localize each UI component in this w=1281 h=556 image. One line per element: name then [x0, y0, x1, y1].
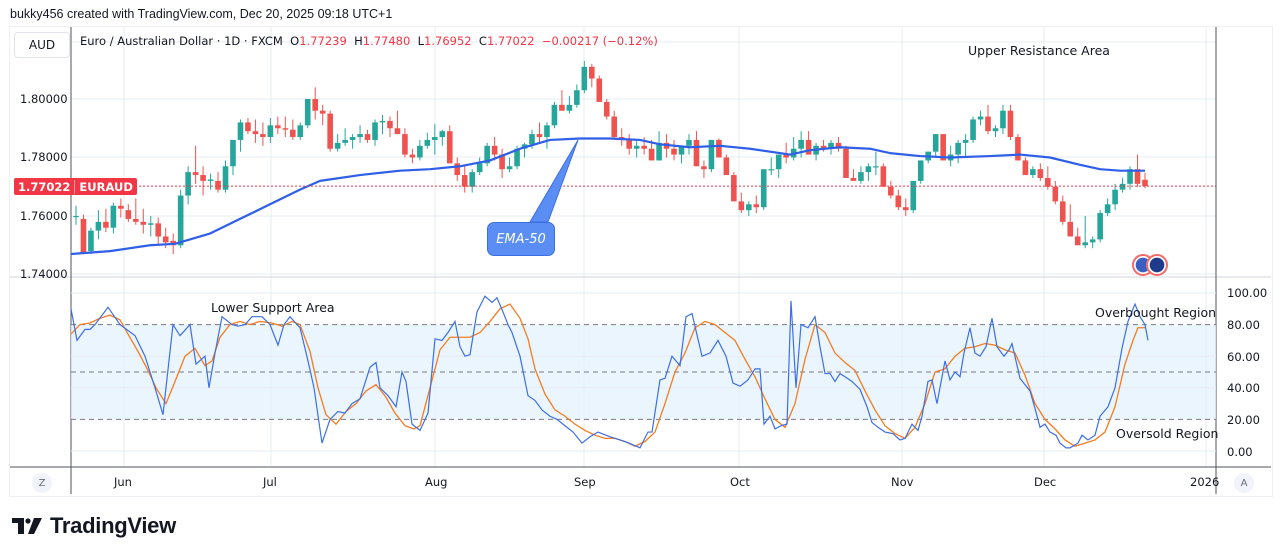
tradingview-logo-icon	[12, 518, 42, 534]
osc-tick: 40.00	[1227, 381, 1260, 395]
change-value: −0.00217 (−0.12%)	[541, 34, 658, 48]
currency-selector[interactable]: AUD	[14, 32, 70, 58]
lower-support-label: Lower Support Area	[211, 300, 335, 315]
osc-tick: 20.00	[1227, 413, 1260, 427]
au-flag-icon[interactable]	[1146, 254, 1168, 276]
symbol-legend: Euro / Australian Dollar · 1D · FXCM O1.…	[80, 34, 658, 48]
low-value: 1.76952	[424, 34, 472, 48]
close-value: 1.77022	[486, 34, 535, 48]
open-value: 1.77239	[299, 34, 347, 48]
price-tick: 1.80000	[20, 92, 68, 106]
price-tick: 1.74000	[20, 267, 68, 281]
credit-line: bukky456 created with TradingView.com, D…	[10, 7, 393, 21]
high-value: 1.77480	[362, 34, 411, 48]
time-tick-sep: Sep	[574, 475, 596, 489]
price-tick: 1.76000	[20, 209, 68, 223]
osc-tick: 60.00	[1227, 350, 1260, 364]
symbol-title: Euro / Australian Dollar · 1D · FXCM	[80, 34, 283, 48]
osc-tick: 80.00	[1227, 318, 1260, 332]
tradingview-wordmark: TradingView	[50, 513, 176, 538]
oversold-label: Oversold Region	[1116, 426, 1219, 441]
overbought-label: Overbought Region	[1095, 305, 1217, 320]
last-price-symbol: EURAUD	[74, 179, 136, 194]
upper-resistance-label: Upper Resistance Area	[968, 43, 1110, 58]
ema-50-callout: EMA-50	[487, 222, 555, 256]
auto-scale-button[interactable]: A	[1234, 473, 1254, 493]
last-price-value: 1.77022	[18, 179, 71, 194]
tradingview-logo: TradingView	[12, 513, 176, 539]
osc-tick: 100.00	[1227, 286, 1268, 300]
zoom-button[interactable]: Z	[32, 473, 52, 493]
last-price-tag: 1.77022 EURAUD	[14, 178, 137, 195]
time-tick-2026: 2026	[1190, 475, 1220, 489]
time-tick-dec: Dec	[1034, 475, 1057, 489]
price-tick: 1.78000	[20, 150, 68, 164]
time-tick-jun: Jun	[114, 475, 132, 489]
time-tick-jul: Jul	[263, 475, 277, 489]
osc-tick: 0.00	[1227, 445, 1253, 459]
time-tick-aug: Aug	[425, 475, 448, 489]
time-tick-nov: Nov	[891, 475, 914, 489]
time-tick-oct: Oct	[730, 475, 750, 489]
